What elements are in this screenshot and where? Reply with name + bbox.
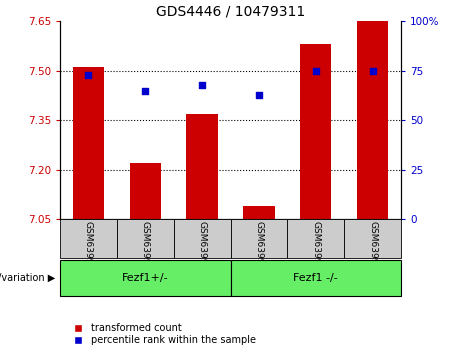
Bar bbox=[357, 21, 388, 219]
Point bbox=[85, 72, 92, 78]
Legend: transformed count, percentile rank within the sample: transformed count, percentile rank withi… bbox=[65, 319, 260, 349]
Bar bbox=[230, 260, 401, 296]
Text: Fezf1 -/-: Fezf1 -/- bbox=[293, 273, 338, 283]
Point bbox=[312, 68, 319, 74]
Point bbox=[142, 88, 149, 93]
Bar bbox=[344, 219, 401, 258]
Point bbox=[369, 68, 376, 74]
Bar bbox=[174, 219, 230, 258]
Text: GSM639941: GSM639941 bbox=[254, 222, 263, 276]
Text: Fezf1+/-: Fezf1+/- bbox=[122, 273, 169, 283]
Text: GSM639939: GSM639939 bbox=[141, 222, 150, 276]
Bar bbox=[243, 206, 275, 219]
Bar bbox=[60, 260, 230, 296]
Bar bbox=[287, 219, 344, 258]
Bar bbox=[130, 163, 161, 219]
Bar bbox=[186, 114, 218, 219]
Bar bbox=[300, 44, 331, 219]
Text: GSM639940: GSM639940 bbox=[198, 222, 207, 276]
Title: GDS4446 / 10479311: GDS4446 / 10479311 bbox=[156, 5, 305, 19]
Bar bbox=[60, 219, 117, 258]
Bar bbox=[73, 68, 104, 219]
Text: genotype/variation ▶: genotype/variation ▶ bbox=[0, 273, 55, 283]
Text: GSM639942: GSM639942 bbox=[311, 222, 320, 276]
Text: GSM639938: GSM639938 bbox=[84, 222, 93, 276]
Text: GSM639943: GSM639943 bbox=[368, 222, 377, 276]
Bar bbox=[117, 219, 174, 258]
Bar bbox=[230, 219, 287, 258]
Point bbox=[198, 82, 206, 87]
Point bbox=[255, 92, 263, 97]
